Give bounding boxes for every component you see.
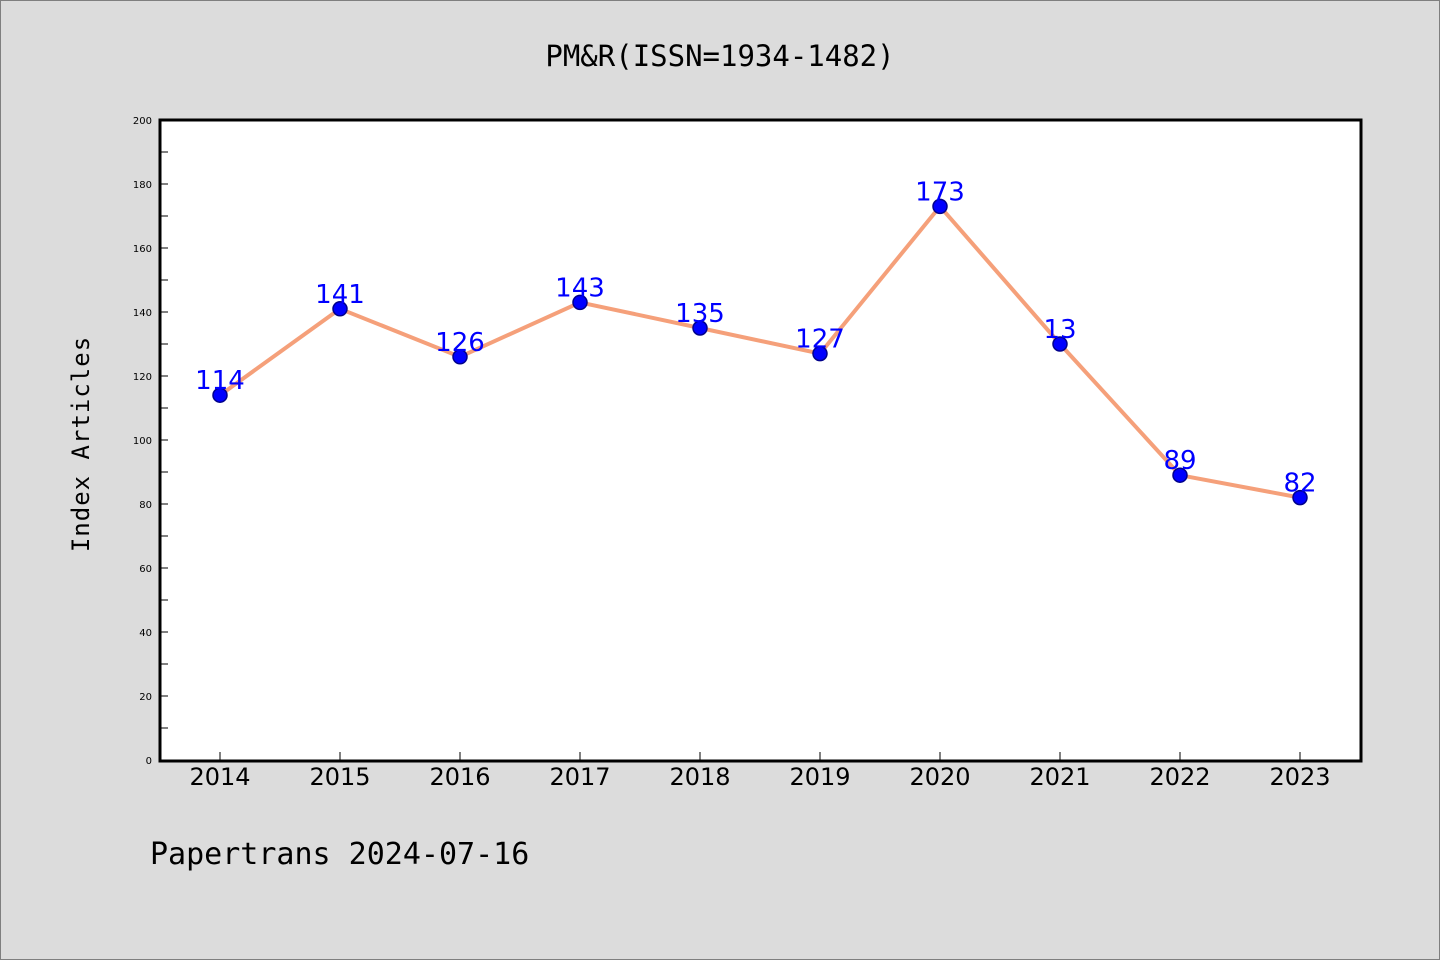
y-tick-label: 60	[139, 564, 152, 575]
x-tick-label: 2019	[789, 763, 850, 791]
data-label: 135	[675, 299, 725, 329]
data-label: 173	[915, 177, 965, 207]
data-label: 13	[1043, 315, 1076, 345]
data-point	[1172, 467, 1188, 483]
data-point	[212, 387, 228, 403]
data-labels: 114 141 126 143 135 127 173 13 89 82	[195, 177, 1316, 498]
data-label: 82	[1283, 469, 1316, 499]
footer-text: Papertrans 2024-07-16	[150, 837, 529, 872]
y-tick-label: 20	[139, 692, 152, 703]
x-tick-label: 2018	[669, 763, 730, 791]
data-label: 89	[1163, 446, 1196, 476]
data-label: 127	[795, 325, 845, 355]
data-point	[692, 320, 708, 336]
x-tick-label: 2017	[549, 763, 610, 791]
data-label: 114	[195, 366, 245, 396]
y-tick-label: 120	[133, 372, 152, 383]
y-axis-label: Index Articles	[67, 336, 95, 552]
x-tick-label: 2020	[909, 763, 970, 791]
series-layer	[212, 198, 1308, 506]
x-tick-label: 2016	[429, 763, 490, 791]
data-label: 141	[315, 280, 365, 310]
plot-area	[158, 118, 1363, 763]
data-point	[812, 345, 828, 362]
data-point	[452, 349, 468, 365]
y-tick-label: 40	[139, 628, 152, 639]
y-tick-label: 80	[139, 500, 152, 511]
data-label: 143	[555, 273, 605, 303]
x-tick-label: 2014	[189, 763, 250, 791]
x-tick-label: 2015	[309, 763, 370, 791]
data-point	[1052, 336, 1068, 352]
x-axis-ticks: 2014 2015 2016 2017 2018 2019 2020 2021 2022 2023	[189, 752, 1331, 791]
y-tick-label: 0	[146, 756, 152, 767]
chart-title: PM&R(ISSN=1934-1482)	[545, 39, 894, 73]
y-tick-label: 100	[133, 436, 152, 447]
y-tick-label: 180	[133, 180, 152, 191]
data-label: 126	[435, 328, 485, 358]
series-line	[218, 204, 1302, 500]
y-tick-label: 200	[133, 116, 152, 127]
x-tick-label: 2022	[1149, 763, 1210, 791]
x-tick-label: 2023	[1269, 763, 1330, 791]
x-tick-label: 2021	[1029, 763, 1090, 791]
y-tick-label: 140	[133, 308, 152, 319]
data-point	[572, 294, 588, 311]
y-axis-ticks: 0 20 40 60 80 100 120 140 160 180 200	[133, 116, 168, 767]
data-point	[932, 198, 948, 215]
y-tick-label: 160	[133, 244, 152, 255]
data-point	[1292, 489, 1308, 506]
data-point	[332, 301, 348, 317]
